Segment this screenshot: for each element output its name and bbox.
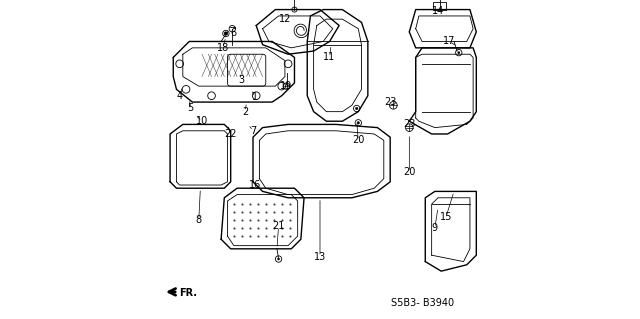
Text: 1: 1 xyxy=(252,92,258,102)
Text: 11: 11 xyxy=(323,52,336,63)
Circle shape xyxy=(224,32,227,35)
Text: 4: 4 xyxy=(177,91,182,101)
Text: 2: 2 xyxy=(242,107,248,117)
Text: 14: 14 xyxy=(432,6,444,16)
Text: 12: 12 xyxy=(279,14,291,24)
Text: 21: 21 xyxy=(273,221,285,232)
Text: 16: 16 xyxy=(248,180,260,190)
Text: 8: 8 xyxy=(196,215,202,225)
Text: 17: 17 xyxy=(443,36,456,47)
Text: 10: 10 xyxy=(196,116,208,126)
Text: FR.: FR. xyxy=(179,287,197,298)
Circle shape xyxy=(458,51,460,54)
Text: 19: 19 xyxy=(280,81,292,91)
Circle shape xyxy=(357,122,360,124)
Text: 15: 15 xyxy=(440,212,452,222)
Circle shape xyxy=(277,258,280,260)
Text: 18: 18 xyxy=(216,43,229,53)
Text: 6: 6 xyxy=(231,28,237,39)
Text: 9: 9 xyxy=(432,223,438,233)
Circle shape xyxy=(292,7,297,12)
Text: 7: 7 xyxy=(250,126,256,136)
Text: 20: 20 xyxy=(403,167,415,177)
Text: 23: 23 xyxy=(403,119,415,130)
Text: 23: 23 xyxy=(384,97,396,107)
Text: 13: 13 xyxy=(314,252,326,262)
Text: 3: 3 xyxy=(239,75,245,85)
Circle shape xyxy=(355,107,358,110)
Text: 22: 22 xyxy=(225,129,237,139)
Text: S5B3- B3940: S5B3- B3940 xyxy=(390,298,454,308)
Text: 5: 5 xyxy=(188,103,194,114)
Text: 20: 20 xyxy=(352,135,364,145)
